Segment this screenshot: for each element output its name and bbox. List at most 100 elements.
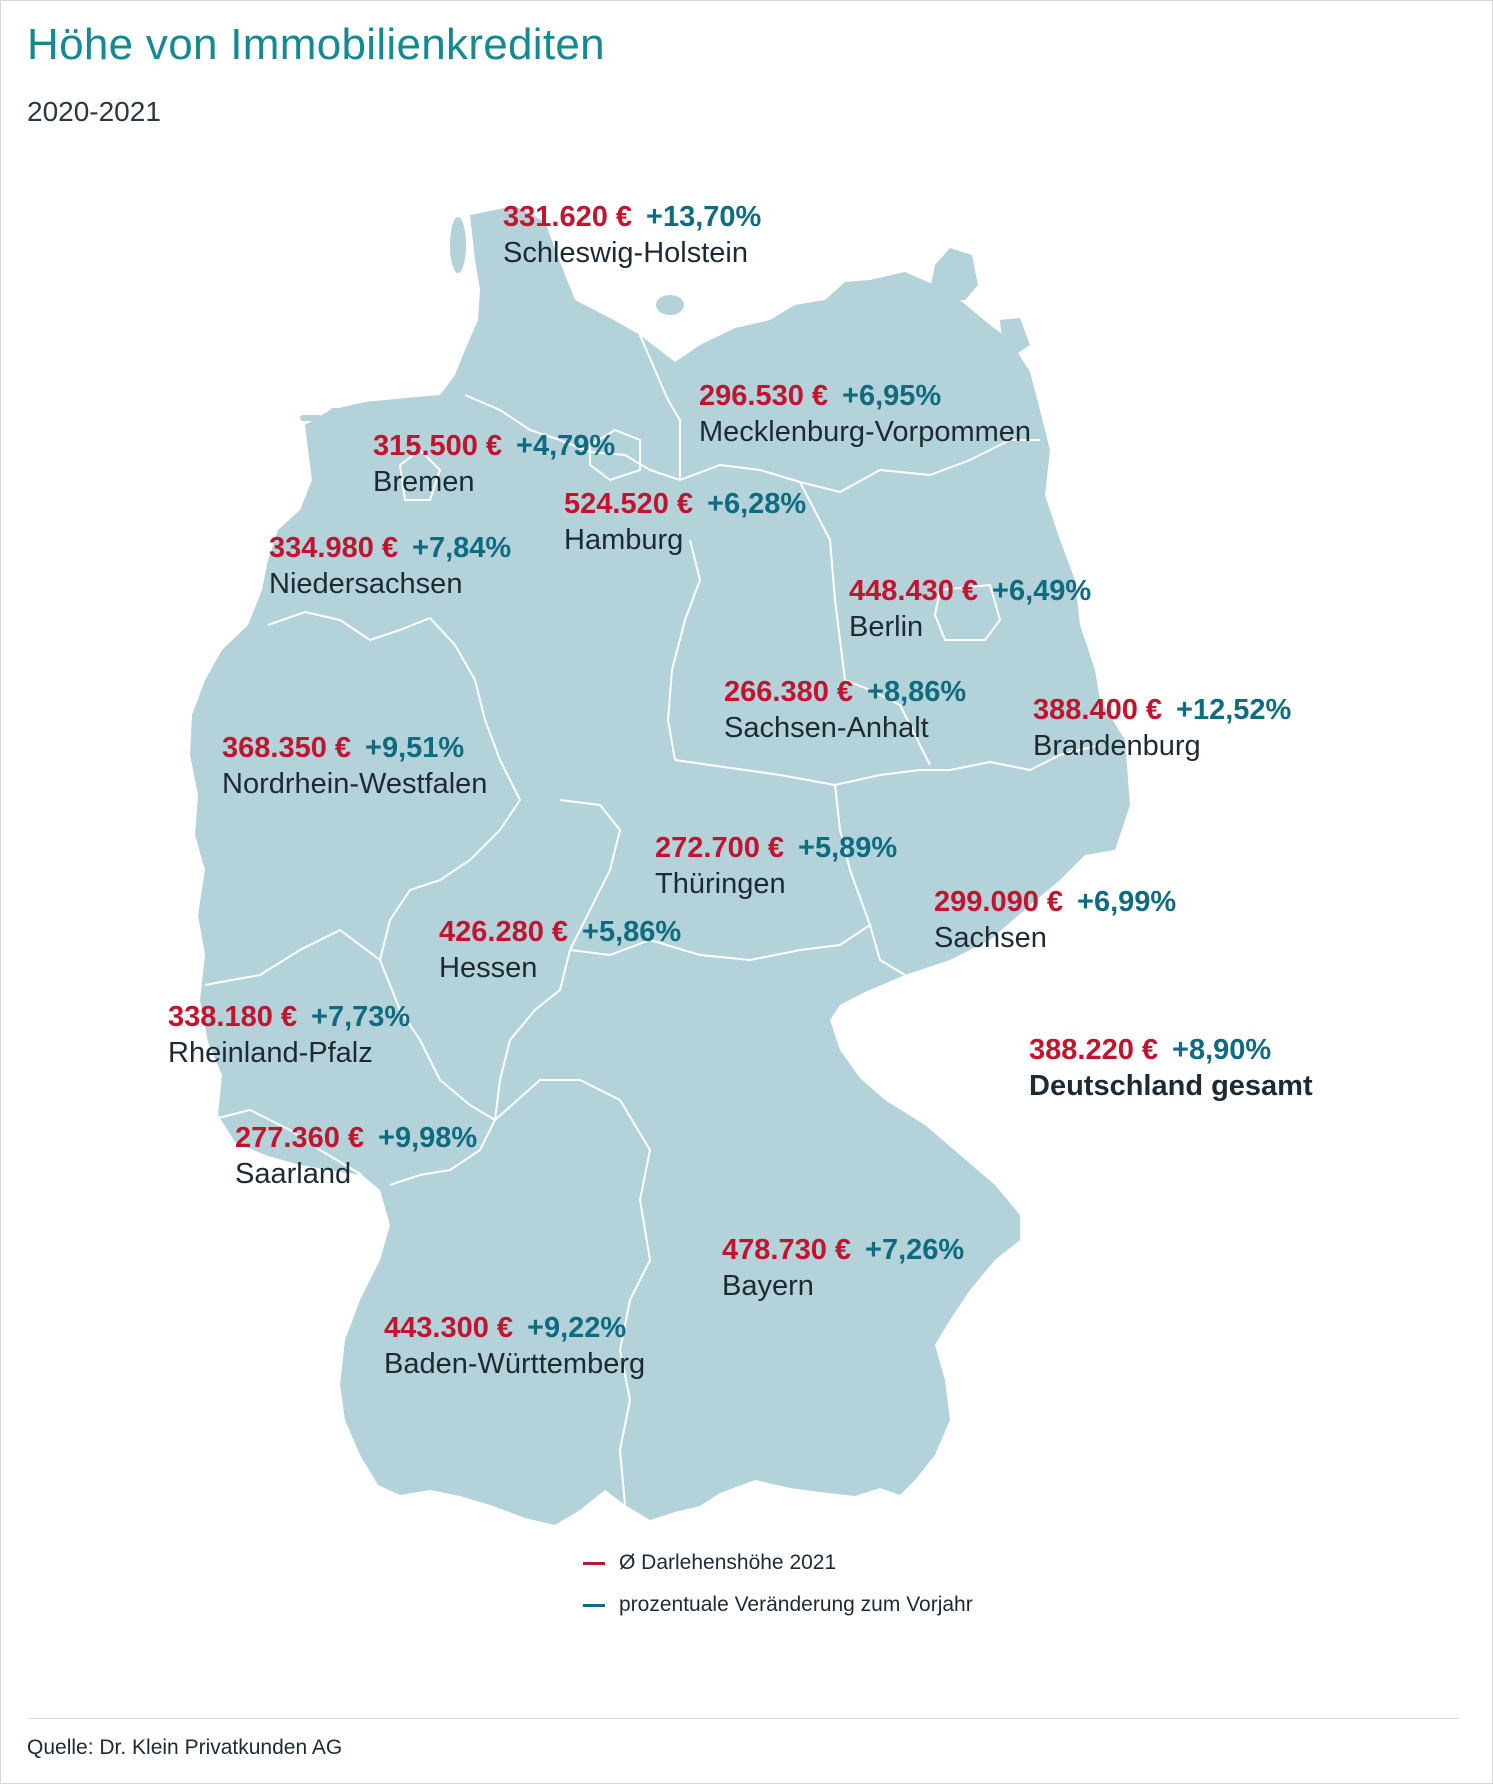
border-ni-nw	[267, 611, 521, 801]
region-value: 272.700 €	[655, 832, 785, 864]
island-ruegen	[930, 248, 978, 300]
region-value: 331.620 €	[503, 201, 633, 233]
region-change: +12,52%	[1176, 694, 1292, 726]
region-change: +6,99%	[1077, 886, 1177, 918]
legend-label: prozentuale Veränderung zum Vorjahr	[619, 1593, 973, 1616]
border-he-by	[494, 949, 571, 1121]
legend: Ø Darlehenshöhe 2021 prozentuale Verände…	[583, 1542, 973, 1626]
region-value: 334.980 €	[269, 532, 399, 564]
region-value: 296.530 €	[699, 380, 829, 412]
region-value: 338.180 €	[168, 1001, 298, 1033]
region-label-hh: 524.520 € +6,28% Hamburg	[564, 486, 806, 558]
region-name: Hamburg	[564, 524, 684, 556]
region-change: +13,70%	[646, 201, 762, 233]
border-th-sn	[834, 784, 871, 926]
region-label-st: 266.380 € +8,86% Sachsen-Anhalt	[724, 674, 966, 746]
region-label-hb: 315.500 € +4,79% Bremen	[373, 428, 615, 500]
region-name: Saarland	[235, 1158, 352, 1190]
region-label-mv: 296.530 € +6,95% Mecklenburg-Vorpommen	[699, 378, 1031, 450]
border-bw-by	[494, 1079, 651, 1506]
border-nw-rp	[204, 929, 381, 986]
region-name: Mecklenburg-Vorpommen	[699, 416, 1032, 448]
region-name: Bremen	[373, 466, 475, 498]
legend-item-value: Ø Darlehenshöhe 2021	[583, 1542, 973, 1584]
region-name: Rheinland-Pfalz	[168, 1037, 373, 1069]
germany-outline	[190, 206, 1130, 1525]
region-name: Hessen	[439, 952, 538, 984]
region-label-total: 388.220 € +8,90% Deutschland gesamt	[1029, 1032, 1313, 1104]
border-sh-mv	[639, 334, 681, 480]
border-nw-he	[379, 799, 521, 961]
border-ni-st	[667, 539, 701, 761]
region-name: Brandenburg	[1033, 730, 1201, 762]
border-th-by	[569, 924, 871, 961]
source-note: Quelle: Dr. Klein Privatkunden AG	[27, 1736, 343, 1759]
border-rp-he	[379, 959, 496, 1121]
region-change: +8,86%	[867, 676, 967, 708]
region-value: 277.360 €	[235, 1122, 365, 1154]
region-label-rp: 338.180 € +7,73% Rheinland-Pfalz	[168, 999, 410, 1071]
region-label-nw: 368.350 € +9,51% Nordrhein-Westfalen	[222, 730, 487, 802]
map-landmass	[190, 206, 1130, 1525]
region-change: +5,89%	[798, 832, 898, 864]
region-value: 388.400 €	[1033, 694, 1163, 726]
region-label-sl: 277.360 € +9,98% Saarland	[235, 1120, 477, 1192]
border-rp-bw	[389, 1119, 496, 1186]
island-usedom	[1000, 318, 1030, 355]
legend-label: Ø Darlehenshöhe 2021	[619, 1551, 837, 1574]
frisian-island-2	[330, 408, 352, 414]
region-label-sh: 331.620 € +13,70% Schleswig-Holstein	[503, 199, 761, 271]
region-change: +7,26%	[865, 1234, 965, 1266]
border-he-th	[559, 799, 621, 951]
region-name: Sachsen	[934, 922, 1047, 954]
region-value: 478.730 €	[722, 1234, 852, 1266]
region-value: 315.500 €	[373, 430, 503, 462]
region-label-th: 272.700 € +5,89% Thüringen	[655, 830, 897, 902]
region-label-he: 426.280 € +5,86% Hessen	[439, 914, 681, 986]
total-value: 388.220 €	[1029, 1034, 1159, 1066]
region-label-ni: 334.980 € +7,84% Niedersachsen	[269, 530, 511, 602]
region-name: Thüringen	[655, 868, 786, 900]
island-sylt	[450, 217, 466, 273]
region-name: Baden-Württemberg	[384, 1348, 646, 1380]
legend-swatch-teal	[583, 1603, 605, 1607]
region-name: Schleswig-Holstein	[503, 237, 748, 269]
legend-swatch-red	[583, 1561, 605, 1565]
border-hb	[399, 449, 441, 501]
region-change: +9,22%	[527, 1312, 627, 1344]
total-name: Deutschland gesamt	[1029, 1070, 1313, 1102]
border-bb-sn	[834, 744, 1101, 786]
region-change: +4,79%	[516, 430, 616, 462]
region-change: +6,95%	[842, 380, 942, 412]
region-label-by: 478.730 € +7,26% Bayern	[722, 1232, 964, 1304]
region-change: +6,49%	[992, 575, 1092, 607]
region-value: 368.350 €	[222, 732, 352, 764]
region-name: Niedersachsen	[269, 568, 463, 600]
region-value: 448.430 €	[849, 575, 979, 607]
region-name: Sachsen-Anhalt	[724, 712, 929, 744]
footer-divider	[27, 1718, 1459, 1719]
frisian-island-1	[300, 415, 322, 421]
page-title: Höhe von Immobilienkrediten	[27, 20, 605, 69]
region-change: +7,84%	[412, 532, 512, 564]
region-value: 299.090 €	[934, 886, 1064, 918]
region-label-bb: 388.400 € +12,52% Brandenburg	[1033, 692, 1291, 764]
frisian-island-3	[360, 404, 380, 410]
region-label-be: 448.430 € +6,49% Berlin	[849, 573, 1091, 645]
border-mv-south	[679, 439, 1040, 493]
border-sh-south	[464, 394, 681, 481]
region-change: +7,73%	[311, 1001, 411, 1033]
island-fehmarn	[656, 295, 684, 315]
region-value: 443.300 €	[384, 1312, 514, 1344]
border-sl	[209, 1109, 363, 1176]
page-subtitle: 2020-2021	[27, 96, 161, 127]
region-name: Berlin	[849, 611, 924, 643]
region-name: Nordrhein-Westfalen	[222, 768, 488, 800]
border-hh	[589, 429, 641, 481]
region-label-sn: 299.090 € +6,99% Sachsen	[934, 884, 1176, 956]
region-change: +9,98%	[378, 1122, 478, 1154]
region-value: 266.380 €	[724, 676, 854, 708]
border-sn-by	[869, 924, 906, 976]
region-change: +5,86%	[582, 916, 682, 948]
region-value: 426.280 €	[439, 916, 569, 948]
